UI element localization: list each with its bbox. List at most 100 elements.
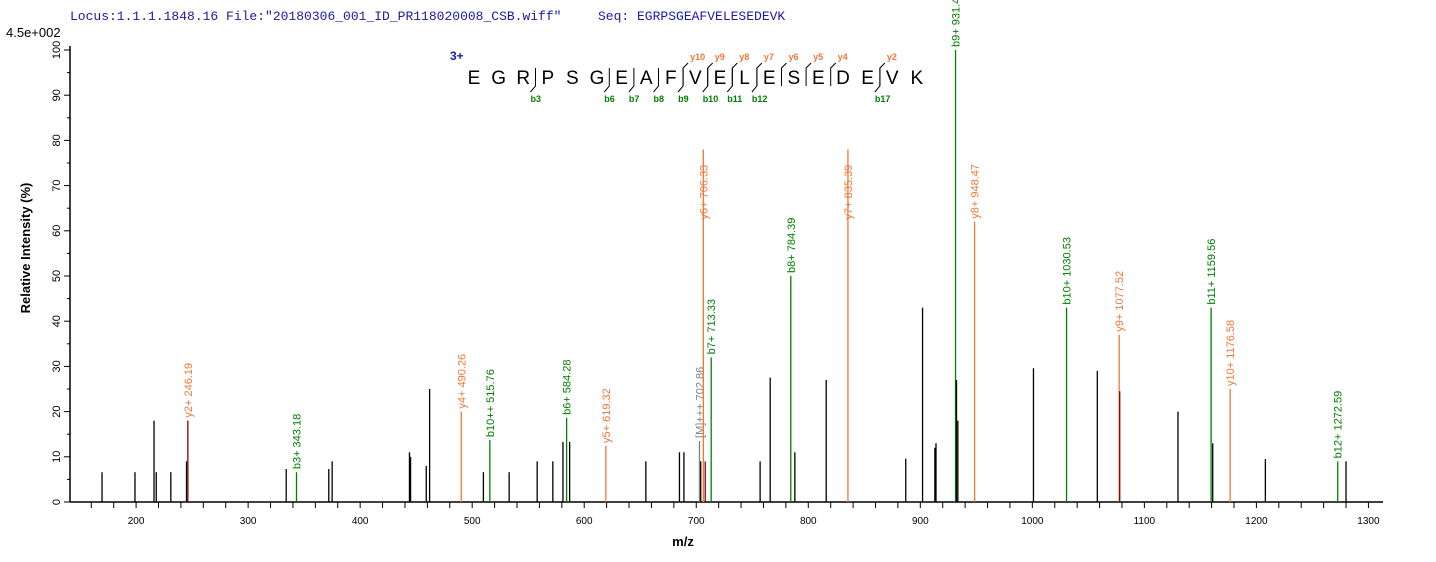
- peak-label: b10++ 515.76: [485, 369, 497, 437]
- peak-label: b7+ 713.33: [706, 299, 718, 354]
- peak-label: b11+ 1159.56: [1206, 239, 1218, 305]
- y-tick-label: 0: [51, 499, 63, 505]
- peak-label: y5+ 619.32: [601, 388, 613, 443]
- peak-label: y8+ 948.47: [970, 164, 982, 219]
- peak-label: b8+ 784.39: [786, 218, 798, 273]
- y-tick-label: 80: [51, 134, 63, 146]
- y-ion-label: y8: [739, 52, 749, 62]
- residue: E: [812, 68, 825, 89]
- b-ion-marker: [726, 68, 733, 93]
- x-tick-label: 1200: [1245, 516, 1268, 527]
- y-tick-label: 10: [51, 451, 63, 463]
- y-tick-label: 50: [51, 270, 63, 282]
- x-tick-label: 700: [688, 516, 705, 527]
- b-ion-marker: [677, 68, 684, 93]
- y-ion-label: y4: [838, 52, 848, 62]
- residue: D: [836, 68, 850, 89]
- x-tick-label: 1300: [1357, 516, 1380, 527]
- b-ion-label: b8: [654, 94, 665, 104]
- x-axis-title: m/z: [672, 534, 694, 549]
- peaks: y2+ 246.19 b3+ 343.18 y4+ 490.26 b10++ 515.…: [101, 0, 1347, 502]
- residue: V: [689, 68, 702, 89]
- y-ion-marker: [879, 62, 886, 86]
- y-axis-title: Relative Intensity (%): [18, 183, 33, 314]
- charge-label: 3+: [450, 49, 464, 63]
- x-tick-label: 800: [800, 516, 817, 527]
- x-tick-label: 600: [576, 516, 593, 527]
- peak-label: y4+ 490.26: [456, 354, 468, 409]
- y-tick-label: 40: [51, 315, 63, 327]
- x-tick-label: 200: [128, 516, 145, 527]
- peak-label: b10+ 1030.53: [1062, 237, 1074, 305]
- y-tick-label: 20: [51, 405, 63, 417]
- peak-label: [M]+++ 702.86: [694, 367, 706, 438]
- sequence-header: Seq: EGRPSGEAFVELESEDEVK: [598, 9, 785, 24]
- residue: G: [491, 68, 506, 89]
- residue: G: [590, 68, 605, 89]
- peak-label: b3+ 343.18: [292, 414, 304, 469]
- peak-label: y9+ 1077.52: [1114, 271, 1126, 332]
- b-ion-label: b6: [604, 94, 615, 104]
- y-ion-marker: [707, 62, 714, 86]
- peak-label: b12+ 1272.59: [1333, 391, 1345, 459]
- y-tick-label: 100: [51, 41, 63, 59]
- b-ion-marker: [653, 68, 659, 93]
- y-ion-marker: [830, 62, 837, 86]
- y-ion-label: y10: [690, 52, 705, 62]
- b-ion-marker: [530, 68, 536, 93]
- x-tick-label: 900: [912, 516, 929, 527]
- b-ion-marker: [702, 68, 709, 93]
- x-tick-label: 400: [352, 516, 369, 527]
- locus-header: Locus:1.1.1.1848.16 File:"20180306_001_I…: [70, 9, 561, 24]
- b-ion-label: b17: [875, 94, 891, 104]
- b-ion-label: b3: [531, 94, 542, 104]
- residue: S: [787, 68, 800, 89]
- residue: P: [541, 68, 554, 89]
- b-ion-marker: [874, 68, 881, 93]
- b-ion-marker: [751, 68, 758, 93]
- b-ion-label: b11: [727, 94, 742, 104]
- peak-label: y7+ 835.39: [843, 165, 855, 220]
- residue: R: [516, 68, 530, 89]
- y-ion-label: y5: [813, 52, 823, 62]
- peak-label: b6+ 584.28: [562, 360, 574, 415]
- b-ion-label: b12: [752, 94, 768, 104]
- residue: L: [739, 68, 750, 89]
- b-ion-label: b10: [703, 94, 719, 104]
- residue: F: [665, 68, 677, 89]
- axes: 0 10 20 30 40 50 60 70 80 90 100 200 300 400 500 600 700…: [51, 41, 1383, 527]
- residue: E: [861, 68, 874, 89]
- residue: E: [468, 68, 481, 89]
- residue: E: [714, 68, 727, 89]
- b-ion-marker: [628, 68, 635, 93]
- b-ion-marker: [603, 68, 610, 93]
- y-ion-marker: [805, 62, 812, 86]
- x-tick-label: 500: [464, 516, 481, 527]
- y-tick-label: 60: [51, 225, 63, 237]
- residue: K: [910, 68, 923, 89]
- y-tick-label: 30: [51, 360, 63, 372]
- y-ion-marker: [756, 62, 763, 86]
- residue: E: [615, 68, 628, 89]
- max-intensity-label: 4.5e+002: [6, 25, 61, 40]
- y-ion-marker: [682, 62, 689, 86]
- residue: E: [763, 68, 776, 89]
- residue: V: [886, 68, 899, 89]
- residue: A: [640, 68, 653, 89]
- peak-label: y6+ 706.33: [698, 165, 710, 220]
- y-ion-marker: [731, 62, 738, 86]
- b-ion-label: b9: [678, 94, 689, 104]
- x-tick-label: 1100: [1134, 516, 1156, 527]
- b-ion-label: b7: [629, 94, 640, 104]
- peak-label: y10+ 1176.58: [1225, 320, 1237, 386]
- y-ion-label: y2: [887, 52, 897, 62]
- y-tick-label: 70: [51, 179, 63, 191]
- x-tick-label: 1000: [1021, 516, 1044, 527]
- x-tick-label: 300: [240, 516, 257, 527]
- residue: S: [566, 68, 579, 89]
- y-ion-label: y7: [764, 52, 774, 62]
- peak-label: b9+ 931.44b17+: [951, 0, 963, 47]
- y-ion-label: y9: [715, 52, 725, 62]
